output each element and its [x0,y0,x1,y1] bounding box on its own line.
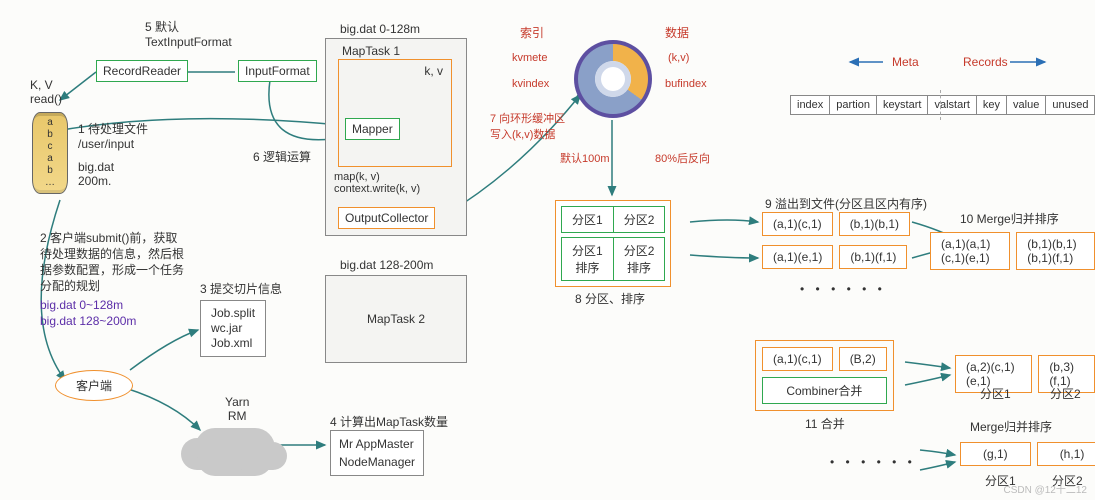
maptask2-name: MapTask 2 [367,312,425,326]
spill-dots: • • • • • • [800,282,886,296]
kv-label: k, v [424,64,443,78]
ring-index: 索引 [520,24,544,41]
meta-divider [940,90,942,120]
ring-100m: 默认100m [560,150,610,166]
step5-label: 5 默认 TextInputFormat [145,18,232,49]
step6-label: 6 逻辑运算 [253,148,311,165]
yarn-box: Mr AppMaster NodeManager [330,430,424,476]
step10-label: 10 Merge归并排序 [960,210,1059,227]
step11-label: 11 合并 [805,415,845,432]
comb-p2: 分区2 [1050,385,1081,402]
comb-dots: • • • • • • [830,455,916,469]
spill-r2c2: (b,1)(f,1) [839,245,907,269]
ring-buffer [574,40,652,118]
data-cylinder: abcab… [32,112,68,194]
merge-label-2: Merge归并排序 [970,418,1052,435]
split-a: big.dat 0~128m [40,298,123,312]
meta-cell-partion: partion [830,96,877,115]
record-reader: RecordReader [96,60,188,82]
meta-cell-key: key [976,96,1006,115]
meta-label: Meta [892,55,919,69]
ring-kvpair: (k,v) [668,52,689,64]
records-label: Records [963,55,1008,69]
job-items: Job.split wc.jar Job.xml [200,300,266,357]
maptask1-name: MapTask 1 [342,44,470,58]
split-b: big.dat 128~200m [40,314,136,328]
merge-c2: (b,1)(b,1)(b,1)(f,1) [1016,232,1095,270]
maptask1-inner: k, v Mapper [338,59,452,167]
file-name: big.dat 200m. [78,160,114,188]
final-h1: (h,1) [1037,442,1095,466]
output-collector: OutputCollector [338,207,435,229]
yarn-label: Yarn RM [225,395,249,423]
spill-row-2: (a,1)(e,1) (b,1)(f,1) [762,245,907,269]
comb-p1: 分区1 [980,385,1011,402]
part-2-sort: 分区2 排序 [614,237,666,281]
app-master: Mr AppMaster [339,437,414,451]
comb-r1c1: (a,1)(c,1) [762,347,833,371]
maptask1-title: big.dat 0-128m [340,22,420,36]
spill-r2c1: (a,1)(e,1) [762,245,833,269]
part-2: 分区2 [614,206,666,233]
step2-label: 2 客户端submit()前，获取 待处理数据的信息，然后根 据参数配置，形成一… [40,230,184,294]
meta-cell-unused: unused [1046,96,1095,115]
step9-label: 9 溢出到文件(分区且区内有序) [765,195,927,212]
mapper-box: Mapper [345,118,400,140]
step3-label: 3 提交切片信息 [200,280,282,297]
part-1-sort: 分区1 排序 [561,237,614,281]
watermark: CSDN @12十二12 [1003,481,1087,496]
ring-kvmete: kvmete [512,52,547,64]
kv-read-label: K, V read() [30,78,62,106]
maptask1-container: MapTask 1 k, v Mapper map(k, v) context.… [325,38,467,236]
final-g1: (g,1) [960,442,1031,466]
ring-80: 80%后反向 [655,150,710,166]
meta-cell-valstart: valstart [928,96,976,115]
combiner-label: Combiner合并 [762,377,887,404]
ring-kvindex: kvindex [512,78,549,90]
maptask2-title: big.dat 128-200m [340,258,433,272]
map-write: map(k, v) context.write(k, v) [334,171,420,195]
node-manager: NodeManager [339,455,415,469]
step1-label: 1 待处理文件 /user/input [78,120,148,151]
meta-cell-index: index [791,96,830,115]
ring-bufindex: bufindex [665,78,707,90]
client-node: 客户端 [55,370,133,401]
final-row: (g,1) (h,1) [960,442,1095,466]
spill-row-1: (a,1)(c,1) (b,1)(b,1) [762,212,910,236]
ring-data: 数据 [665,24,689,41]
yarn-cloud [195,428,275,468]
spill-r1c1: (a,1)(c,1) [762,212,833,236]
spill-r1c2: (b,1)(b,1) [839,212,910,236]
input-format: InputFormat [238,60,317,82]
combiner-container: (a,1)(c,1) (B,2) Combiner合并 [755,340,894,411]
step8-label: 8 分区、排序 [575,290,645,307]
merge-c1: (a,1)(a,1)(c,1)(e,1) [930,232,1010,270]
part-1: 分区1 [561,206,614,233]
meta-table: indexpartionkeystartvalstartkeyvalueunus… [790,95,1095,115]
maptask2-container: MapTask 2 [325,275,467,363]
meta-cell-keystart: keystart [876,96,928,115]
partition-box: 分区1 分区2 分区1 排序 分区2 排序 [555,200,671,287]
step4-label: 4 计算出MapTask数量 [330,413,448,430]
merge-row: (a,1)(a,1)(c,1)(e,1) (b,1)(b,1)(b,1)(f,1… [930,232,1095,270]
step7-label: 7 向环形缓冲区 写入(k,v)数据 [490,110,565,142]
comb-r1c2: (B,2) [839,347,887,371]
meta-cell-value: value [1007,96,1046,115]
